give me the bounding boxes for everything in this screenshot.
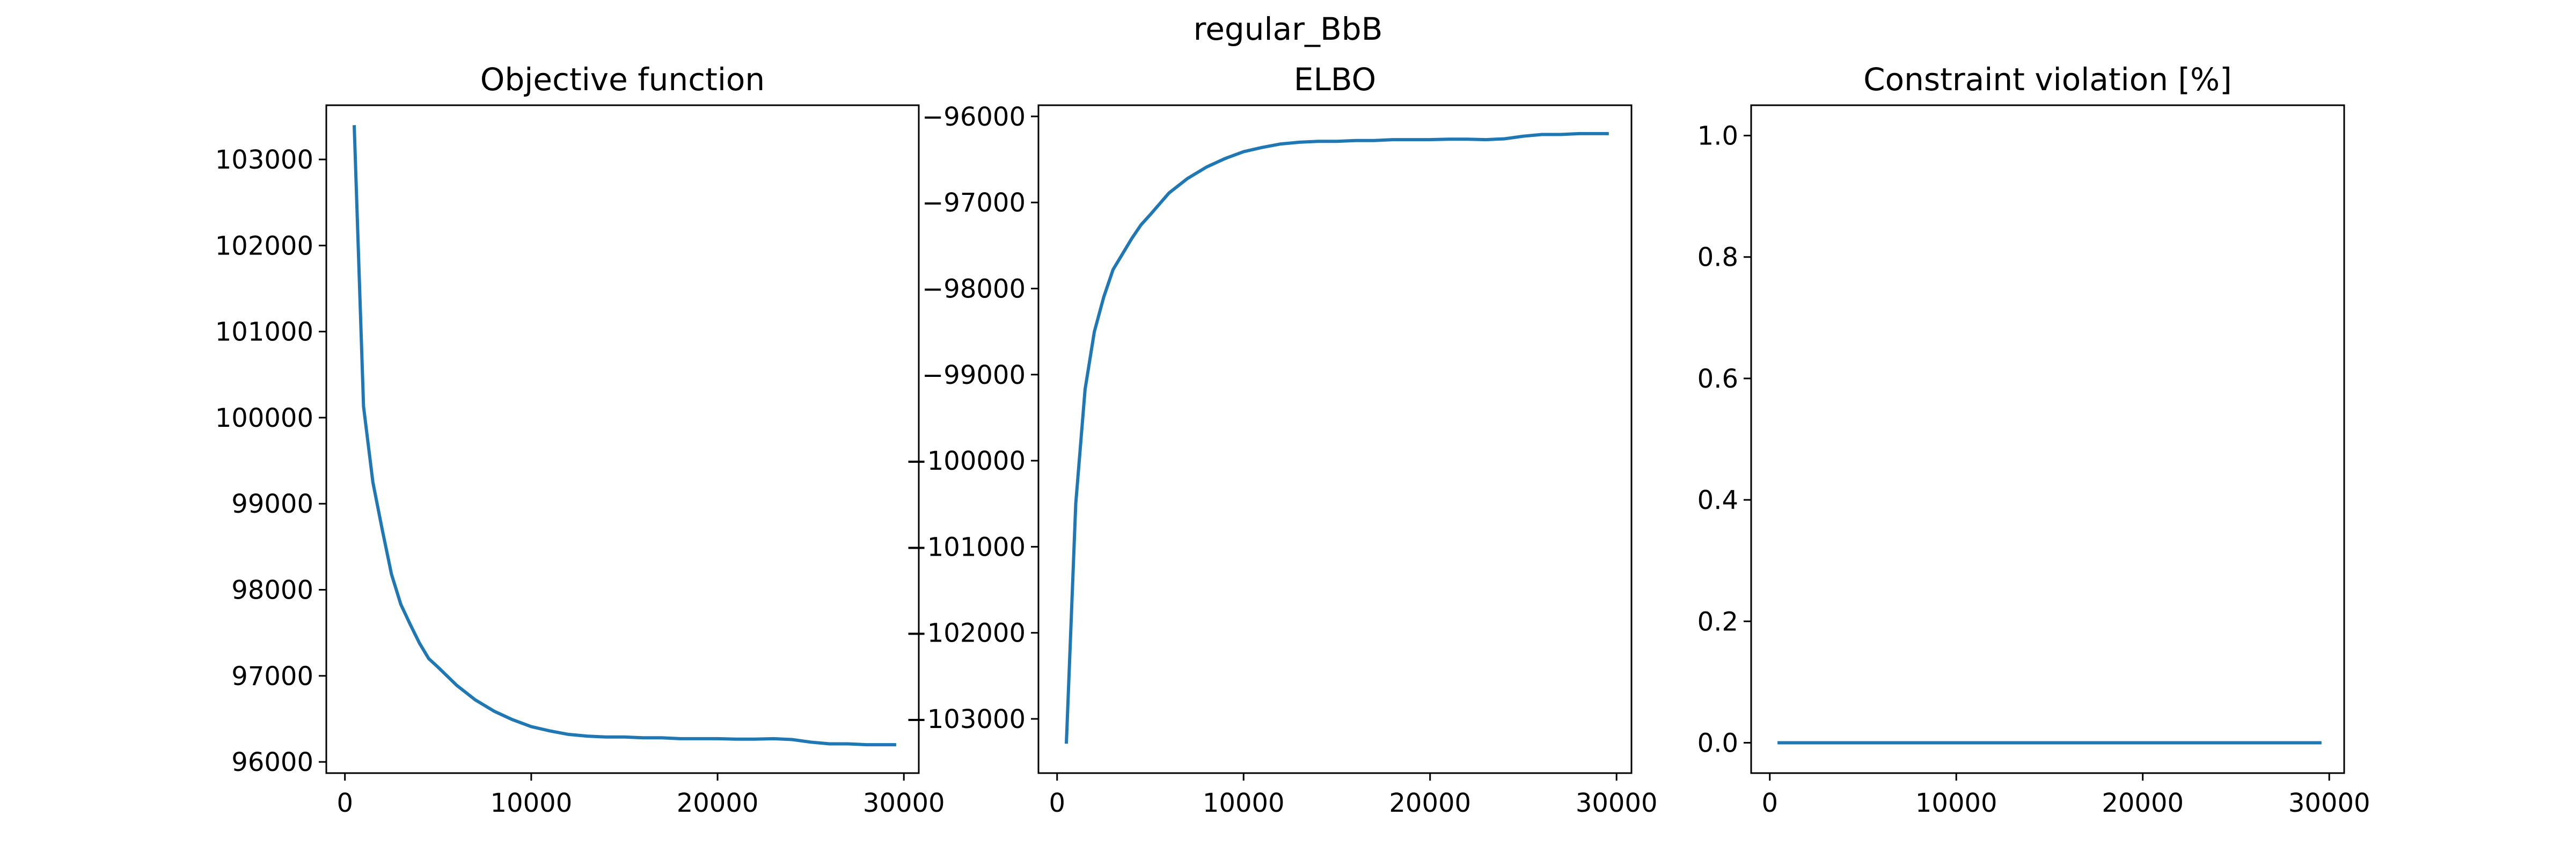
x-tick-label: 20000 (1389, 788, 1471, 818)
y-tick-label: −101000 (906, 532, 1026, 562)
y-tick-label: −100000 (906, 446, 1026, 476)
x-tick-label: 0 (1049, 788, 1065, 818)
y-tick-label: −103000 (906, 704, 1026, 734)
y-tick-label: 101000 (215, 317, 313, 347)
chart-1: Objective function 0 10000 20000 30000 96000 9… (215, 61, 945, 818)
x-tick-label: 0 (336, 788, 353, 818)
axes-frame (1750, 104, 2345, 774)
chart-title: Objective function (480, 61, 765, 98)
y-tick-label: 0.6 (1697, 364, 1738, 394)
charts: Objective function 0 10000 20000 30000 96000 9… (215, 61, 2370, 818)
series-line (353, 125, 896, 747)
axes-frame (325, 104, 920, 774)
axes-frame (1037, 104, 1633, 774)
chart-title: Constraint violation [%] (1863, 61, 2232, 98)
y-tick-label: −97000 (922, 188, 1026, 218)
y-tick-label: 98000 (231, 576, 313, 606)
x-tick-label: 30000 (1576, 788, 1658, 818)
y-tick-label: 100000 (215, 403, 313, 433)
y-tick-label: 0.2 (1697, 607, 1738, 637)
figure-suptitle: regular_BbB (1194, 11, 1383, 47)
y-tick-label: 0.0 (1697, 728, 1738, 758)
x-tick-label: 30000 (863, 788, 945, 818)
y-tick-label: 103000 (215, 145, 313, 175)
y-tick-label: 0.8 (1697, 243, 1738, 273)
y-tick-label: −102000 (906, 618, 1026, 649)
y-tick-label: 1.0 (1697, 121, 1738, 151)
x-tick-label: 10000 (1203, 788, 1285, 818)
y-tick-label: 0.4 (1697, 485, 1738, 515)
x-tick-label: 20000 (2102, 788, 2184, 818)
x-tick-label: 20000 (677, 788, 759, 818)
y-tick-label: −99000 (922, 360, 1026, 390)
x-tick-label: 10000 (491, 788, 573, 818)
y-tick-label: 102000 (215, 231, 313, 261)
x-tick-label: 10000 (1915, 788, 1997, 818)
y-tick-label: −98000 (922, 274, 1026, 304)
x-tick-label: 0 (1761, 788, 1778, 818)
chart-3: Constraint violation [%] 0 10000 20000 30000… (1697, 61, 2370, 818)
series-line (1064, 132, 1609, 744)
chart-2: ELBO 0 10000 20000 30000 −103000 −102000 −10100… (906, 61, 1658, 818)
y-tick-label: 99000 (231, 489, 313, 519)
chart-title: ELBO (1294, 61, 1376, 98)
y-tick-label: 96000 (231, 747, 313, 777)
x-tick-label: 30000 (2288, 788, 2370, 818)
y-tick-label: −96000 (922, 102, 1026, 132)
y-tick-label: 97000 (231, 661, 313, 691)
